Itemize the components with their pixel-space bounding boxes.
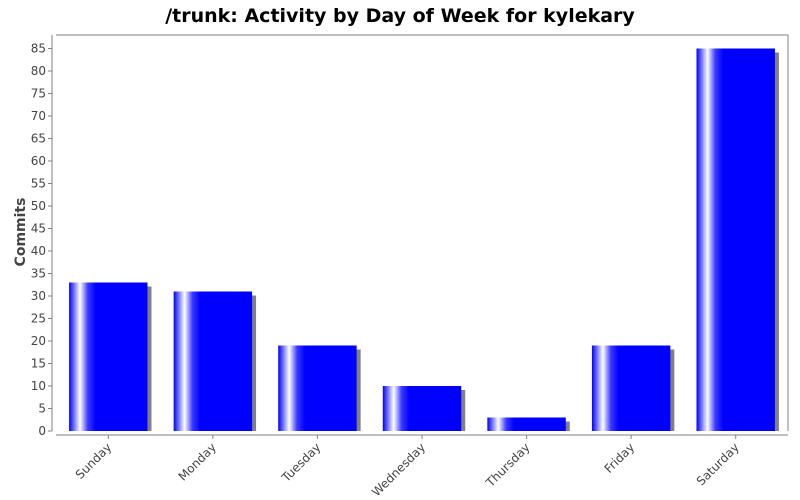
bars-group xyxy=(69,48,779,431)
y-tick-label: 0 xyxy=(38,424,46,438)
y-tick-label: 60 xyxy=(31,154,46,168)
y-tick-label: 40 xyxy=(31,244,46,258)
y-tick-label: 55 xyxy=(31,177,46,191)
x-tick-label: Sunday xyxy=(73,440,115,482)
y-tick-label: 80 xyxy=(31,64,46,78)
x-tick-label: Thursday xyxy=(483,440,533,490)
bar-saturday xyxy=(696,48,775,431)
bar-monday xyxy=(173,291,253,431)
plot-area xyxy=(56,34,789,431)
y-tick-label: 20 xyxy=(31,334,46,348)
y-tick-label: 30 xyxy=(31,289,46,303)
y-tick-label: 35 xyxy=(31,267,46,281)
y-tick-label: 15 xyxy=(31,357,46,371)
bar-thursday xyxy=(487,417,566,431)
bar-sunday xyxy=(69,282,148,431)
y-tick-label: 5 xyxy=(38,402,46,416)
y-tick-label: 50 xyxy=(31,199,46,213)
y-axis-label: Commits xyxy=(13,198,29,267)
x-tick-label: Wednesday xyxy=(369,440,428,499)
y-tick-label: 65 xyxy=(31,132,46,146)
chart-title: /trunk: Activity by Day of Week for kyle… xyxy=(165,5,635,27)
x-tick-label: Saturday xyxy=(694,440,742,488)
y-tick-label: 70 xyxy=(31,109,46,123)
x-axis: Sunday Monday Tuesday Wednesday Thursday Frid… xyxy=(56,434,788,499)
bar-wednesday xyxy=(382,386,462,431)
y-tick-label: 75 xyxy=(31,87,46,101)
x-tick-label: Friday xyxy=(602,440,638,476)
bar-tuesday xyxy=(278,345,357,431)
y-tick-label: 25 xyxy=(31,312,46,326)
y-tick-label: 45 xyxy=(31,222,46,236)
x-tick-label: Monday xyxy=(176,440,219,483)
y-tick-label: 10 xyxy=(31,379,46,393)
x-tick-label: Tuesday xyxy=(278,440,323,485)
bar-friday xyxy=(591,345,671,431)
y-tick-label: 85 xyxy=(31,42,46,56)
y-axis: 0 5 10 15 20 25 30 35 40 45 50 55 60 65 70 75 80 85 xyxy=(31,35,53,438)
